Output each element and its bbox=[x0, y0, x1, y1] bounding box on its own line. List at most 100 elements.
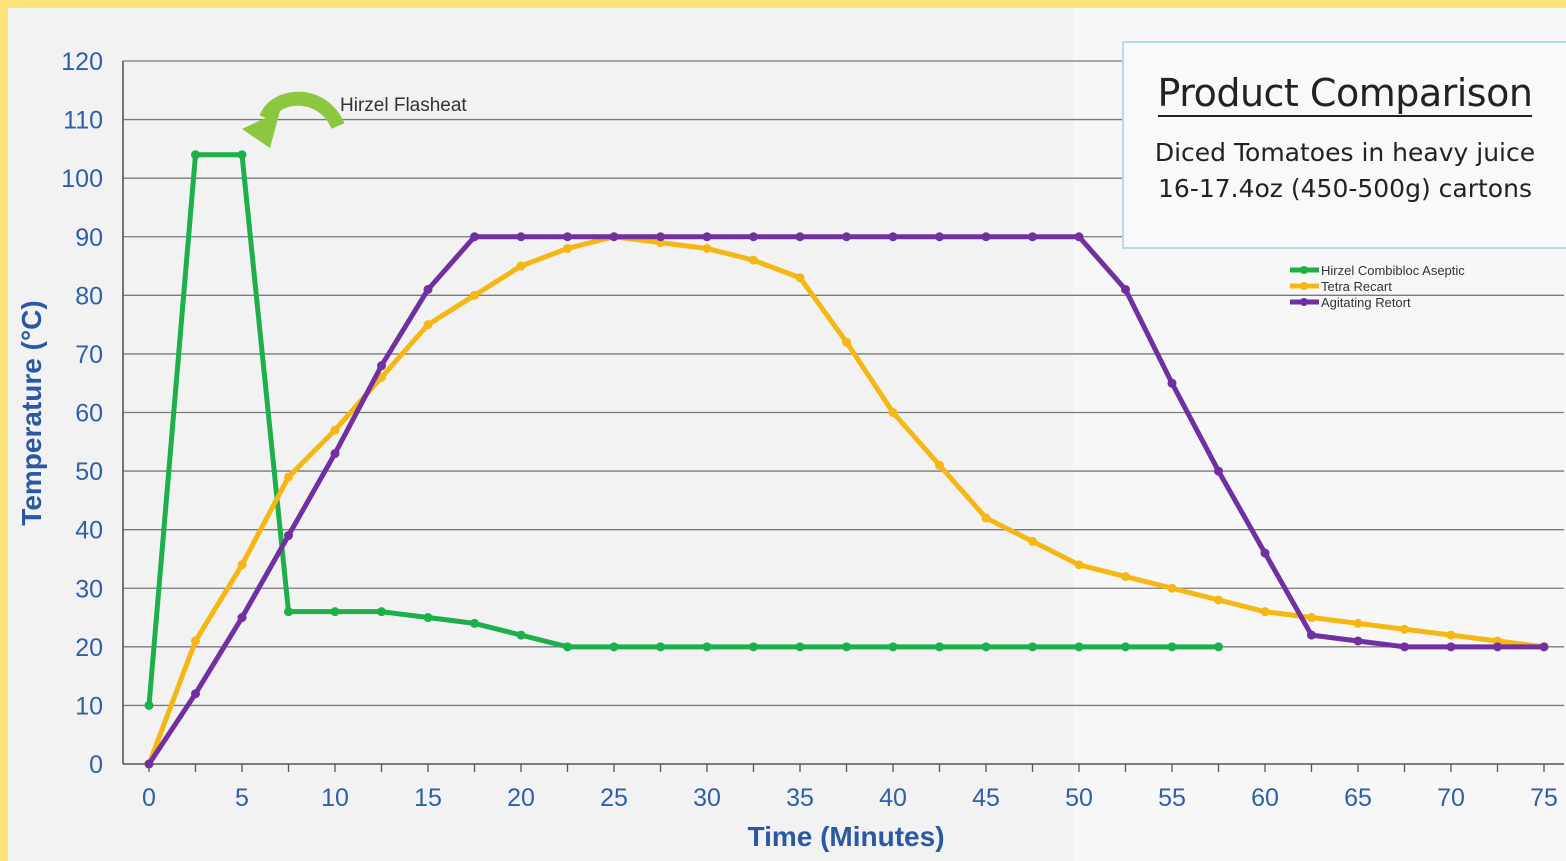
data-point bbox=[1260, 548, 1270, 558]
x-tick-label: 20 bbox=[507, 784, 535, 812]
curved-arrow-icon bbox=[259, 91, 345, 130]
data-point bbox=[842, 337, 851, 347]
line-chart: 0 10 20 30 40 50 60 70 80 90 100 110 120 0 5 10 15 20 25 3… bbox=[16, 48, 1564, 852]
x-axis-title: Time (Minutes) bbox=[747, 821, 944, 852]
data-point bbox=[935, 232, 944, 242]
data-point bbox=[935, 642, 944, 652]
data-point bbox=[470, 232, 479, 242]
data-point bbox=[981, 232, 991, 242]
data-point bbox=[330, 607, 340, 617]
x-tick-label: 70 bbox=[1437, 784, 1465, 812]
data-point bbox=[795, 273, 805, 283]
legend-label: Tetra Recart bbox=[1321, 279, 1392, 294]
data-point bbox=[656, 642, 665, 652]
data-point bbox=[1074, 560, 1084, 570]
x-tick-label: 40 bbox=[879, 784, 907, 812]
chart-subtitle: Diced Tomatoes in heavy juice 16-17.4oz … bbox=[1154, 138, 1536, 203]
data-point bbox=[516, 630, 526, 640]
y-tick-label: 10 bbox=[75, 692, 103, 720]
data-point bbox=[1307, 613, 1316, 623]
data-point bbox=[795, 232, 805, 242]
arrow-head-icon bbox=[242, 111, 280, 148]
data-point bbox=[284, 531, 293, 541]
y-tick-label: 120 bbox=[61, 48, 103, 76]
series-line bbox=[146, 234, 1545, 765]
data-point bbox=[1028, 232, 1037, 242]
data-point bbox=[284, 472, 293, 482]
data-point bbox=[1074, 232, 1084, 242]
data-point bbox=[1493, 642, 1502, 652]
data-point bbox=[191, 689, 200, 699]
data-point bbox=[1167, 378, 1177, 388]
x-tick-label: 75 bbox=[1530, 784, 1558, 812]
data-point bbox=[842, 642, 851, 652]
data-point bbox=[888, 232, 898, 242]
legend-label: Hirzel Combibloc Aseptic bbox=[1321, 263, 1465, 278]
data-point bbox=[1353, 618, 1363, 628]
data-point bbox=[330, 425, 340, 435]
data-point bbox=[144, 700, 154, 710]
data-point bbox=[888, 642, 898, 652]
y-tick-label: 110 bbox=[63, 107, 103, 135]
x-tick-label: 50 bbox=[1065, 784, 1093, 812]
x-tick-label: 10 bbox=[321, 784, 349, 812]
data-point bbox=[191, 150, 200, 160]
x-tick-label: 30 bbox=[693, 784, 721, 812]
data-point bbox=[423, 613, 433, 623]
data-point bbox=[1028, 536, 1037, 546]
x-tick-label: 25 bbox=[600, 784, 628, 812]
data-point bbox=[1260, 607, 1270, 617]
y-axis-title: Temperature (°C) bbox=[16, 300, 47, 525]
y-tick-label: 100 bbox=[61, 165, 103, 193]
chart-title: Product Comparison bbox=[1157, 71, 1533, 117]
data-point bbox=[1121, 572, 1130, 582]
series-lines bbox=[144, 150, 1549, 769]
series-1 bbox=[144, 232, 1549, 769]
data-point bbox=[330, 449, 340, 459]
data-point bbox=[237, 613, 247, 623]
y-tick-labels: 0 10 20 30 40 50 60 70 80 90 100 110 120 bbox=[61, 48, 103, 779]
y-tick-label: 70 bbox=[75, 341, 103, 369]
x-tick-label: 55 bbox=[1158, 784, 1186, 812]
data-point bbox=[377, 607, 386, 617]
legend-marker bbox=[1300, 298, 1308, 306]
data-point bbox=[237, 150, 247, 160]
data-point bbox=[1214, 642, 1223, 652]
chart-frame: 0 10 20 30 40 50 60 70 80 90 100 110 120 0 5 10 15 20 25 3… bbox=[8, 8, 1566, 861]
data-point bbox=[1446, 630, 1456, 640]
y-tick-label: 60 bbox=[75, 400, 103, 428]
data-point bbox=[1400, 624, 1409, 634]
data-point bbox=[935, 460, 944, 470]
data-point bbox=[191, 636, 200, 646]
series-2 bbox=[144, 232, 1549, 769]
legend-marker bbox=[1300, 266, 1308, 274]
y-tick-label: 80 bbox=[75, 282, 103, 310]
data-point bbox=[563, 642, 572, 652]
data-point bbox=[516, 232, 526, 242]
data-point bbox=[423, 284, 433, 294]
data-point bbox=[609, 642, 619, 652]
y-tick-label: 0 bbox=[89, 751, 103, 779]
data-point bbox=[377, 361, 386, 371]
x-tick-label: 35 bbox=[786, 784, 814, 812]
data-point bbox=[1214, 466, 1223, 476]
data-point bbox=[1121, 642, 1130, 652]
x-tick-label: 65 bbox=[1344, 784, 1372, 812]
y-tick-label: 90 bbox=[75, 224, 103, 252]
data-point bbox=[1539, 642, 1549, 652]
data-point bbox=[423, 320, 433, 330]
x-tick-label: 45 bbox=[972, 784, 1000, 812]
annotation-label: Hirzel Flasheat bbox=[340, 95, 467, 116]
y-tick-label: 30 bbox=[75, 575, 103, 603]
data-point bbox=[1167, 583, 1177, 593]
data-point bbox=[1121, 284, 1130, 294]
data-point bbox=[516, 261, 526, 271]
flasheat-annotation: Hirzel Flasheat bbox=[242, 91, 467, 148]
y-tick-label: 40 bbox=[75, 517, 103, 545]
data-point bbox=[702, 232, 712, 242]
x-tick-label: 60 bbox=[1251, 784, 1279, 812]
data-point bbox=[1074, 642, 1084, 652]
data-point bbox=[702, 642, 712, 652]
data-point bbox=[1400, 642, 1409, 652]
